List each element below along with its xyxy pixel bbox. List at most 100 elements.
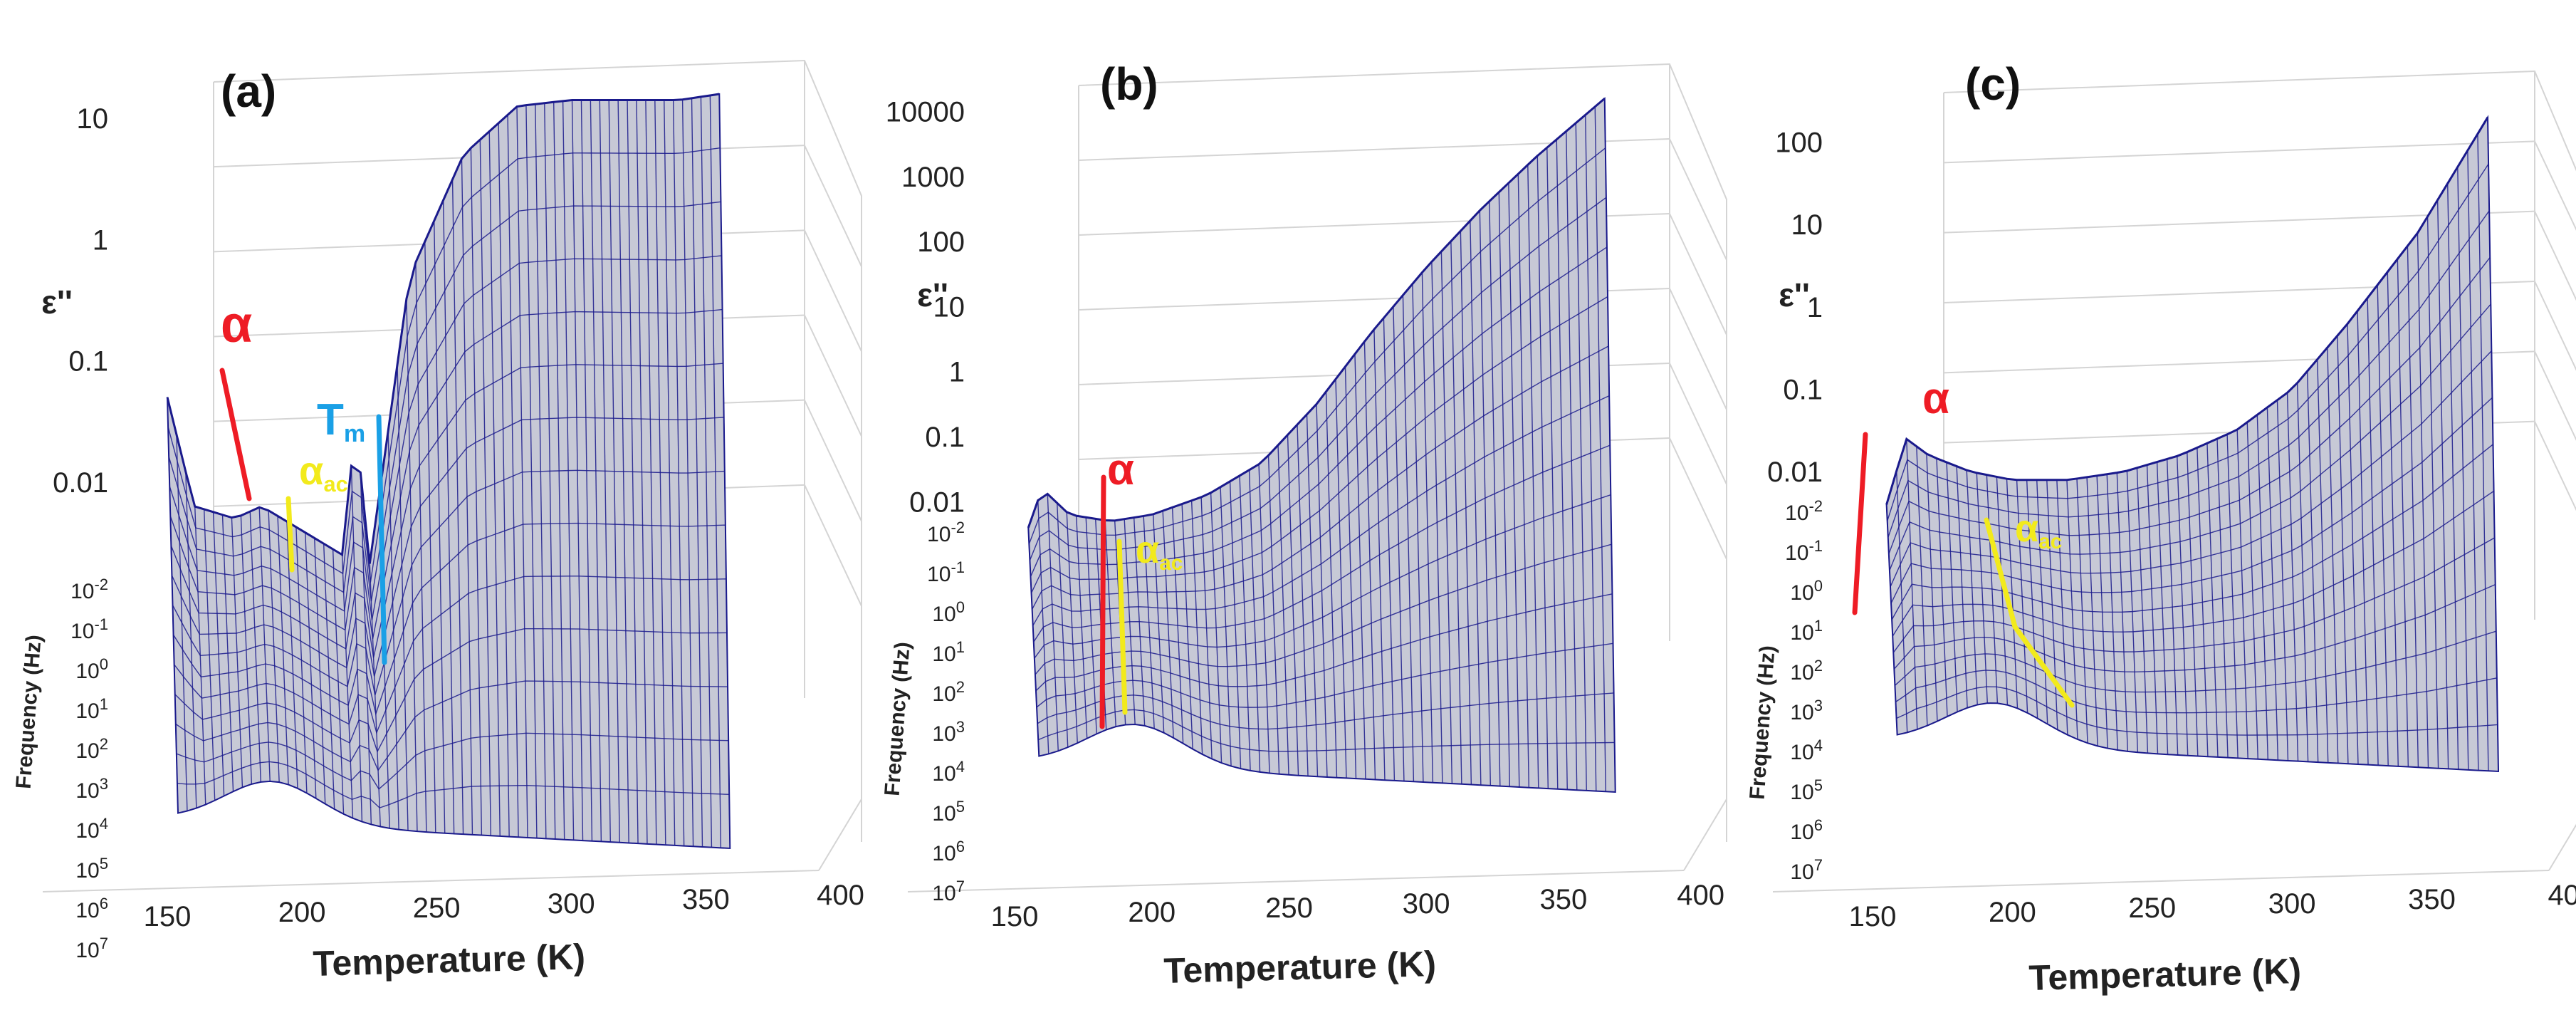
y-tick-exp: 0 [1814,577,1823,595]
z-tick-label: 0.1 [925,422,965,453]
x-tick-label: 350 [1540,884,1588,915]
x-tick-label: 300 [2268,888,2316,920]
annotation-alpha-ac: αac [299,448,348,496]
y-tick-label: 10-1 [70,615,108,643]
y-tick-label: 103 [932,718,965,746]
z-axis-label: ε'' [917,276,948,313]
z-tick-label: 1000 [901,162,965,193]
y-tick-exp: -2 [94,576,108,593]
mesh-line-f [176,732,729,790]
mesh-line-f [1030,296,1608,593]
mesh-line-f [170,363,723,658]
x-tick-label: 200 [1989,897,2036,928]
y-tick-label: 103 [75,775,108,803]
y-tick-label: 102 [75,735,108,763]
y-axis-label: Frequency (Hz) [1746,645,1780,800]
y-tick-label: 101 [932,638,965,666]
mesh-line-f [1887,163,2489,521]
mesh-line-f [169,255,722,620]
y-tick-base: 10 [75,939,99,962]
y-tick-exp: 2 [100,735,108,753]
annotation-alpha-ac: αac [2015,507,2062,553]
z-tick-label: 10 [77,103,109,135]
trace-alpha [1852,432,1868,615]
mesh-line-f [174,576,726,734]
annotation-subscript: ac [1159,551,1183,575]
z-axis-label: ε'' [41,283,73,321]
mesh-line-f [172,522,726,716]
mesh-line-f [167,147,721,583]
y-tick-base: 10 [75,779,99,803]
y-tick-exp: -2 [951,519,965,536]
box-edge-top [213,59,862,842]
box-edge-floor [818,798,862,871]
x-tick-label: 350 [2408,884,2456,915]
mesh-line-f [174,628,727,753]
y-tick-base: 10 [1790,741,1813,764]
x-axis-line [907,870,1685,892]
y-tick-base: 10 [70,580,94,603]
mesh-line-f [1034,494,1611,659]
gridline [1669,288,1727,410]
y-tick-label: 10-2 [927,519,965,546]
box-edge-floor [1683,798,1727,871]
trace-alpha-ac [1116,538,1128,715]
mesh-line-f [172,469,725,696]
y-axis-label: Frequency (Hz) [881,641,915,796]
x-tick-label: 200 [278,897,326,928]
trace-alpha-ac [286,496,295,573]
gridline [804,400,862,522]
y-tick-exp: 5 [1814,776,1823,794]
y-tick-exp: -1 [94,615,108,633]
mesh-line-f [1894,630,2496,693]
surface [1885,115,2500,773]
y-tick-exp: 6 [1814,816,1823,834]
z-tick-label: 10000 [886,97,965,128]
panel-label: (b) [1100,58,1158,110]
mesh-line-f [1037,709,1615,752]
y-tick-base: 10 [1790,860,1813,884]
y-tick-label: 105 [932,798,965,826]
panel-label: (c) [1965,58,2021,110]
annotation-symbol: α [1922,374,1949,423]
y-tick-base: 10 [932,682,955,706]
gridline [1669,138,1727,261]
z-tick-label: 0.1 [68,346,108,378]
y-tick-exp: 2 [956,678,965,696]
x-axis-line [1772,870,2550,892]
mesh-line-f [1035,543,1612,675]
y-tick-exp: 4 [956,758,965,776]
x-tick-label: 250 [2128,892,2176,924]
box-edge-floor [2548,823,2576,871]
annotation-subscript: ac [2038,530,2062,553]
y-tick-label: 101 [1790,617,1823,645]
x-tick-label: 150 [1849,901,1897,932]
z-tick-label: 0.1 [1783,374,1823,405]
annotation-symbol: α [2015,507,2038,550]
mesh-line-f [1890,397,2493,604]
gridline [2534,140,2576,231]
y-tick-exp: 0 [956,598,965,616]
z-tick-label: 1 [949,357,965,388]
mesh-line-f [171,417,724,677]
y-tick-label: 106 [1790,816,1823,844]
gridline [1943,140,2535,164]
mesh-line-f [1890,350,2492,588]
y-tick-base: 10 [927,523,951,546]
y-tick-base: 10 [75,859,99,883]
y-tick-label: 100 [932,598,965,626]
y-tick-exp: 3 [100,775,108,793]
z-tick-label: 0.01 [53,467,108,499]
y-tick-exp: 1 [1814,617,1823,635]
y-tick-label: 107 [1790,856,1823,884]
y-tick-exp: 0 [100,655,108,673]
mesh-line-f [175,680,728,771]
y-tick-label: 104 [932,758,965,786]
y-tick-exp: 3 [1814,697,1823,714]
trace-alpha-ac [1984,517,2075,708]
gridline [1669,363,1727,485]
mesh-line-f [1029,197,1607,561]
y-tick-exp: 4 [1814,737,1823,754]
trace-tm [376,414,387,665]
y-tick-base: 10 [932,802,955,826]
